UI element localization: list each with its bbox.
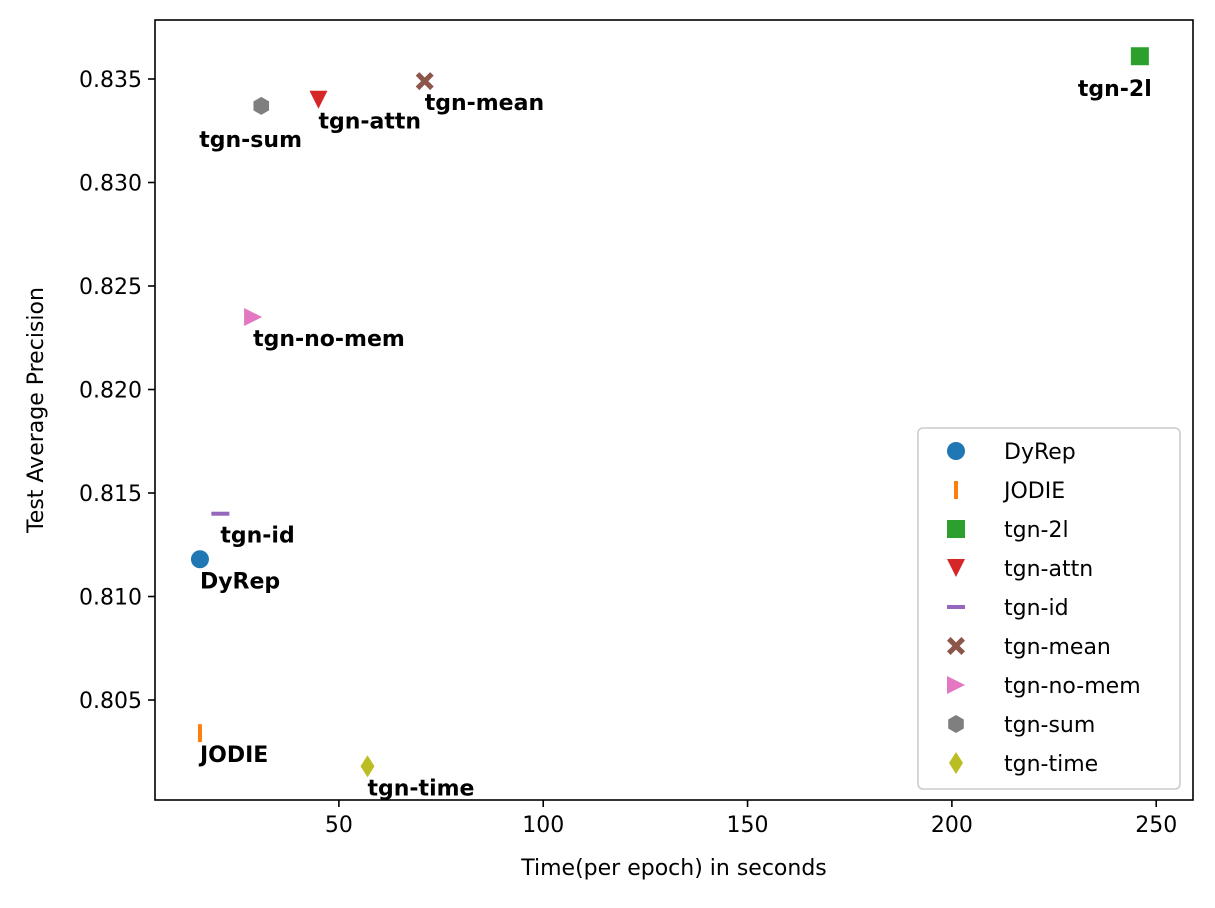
y-tick-label: 0.805 [79, 689, 142, 714]
legend-marker-tgn-sum [948, 715, 964, 733]
x-tick-label: 50 [325, 813, 353, 838]
y-axis-title: Test Average Precision [24, 287, 49, 534]
legend: DyRep JODIE tgn-2l tgn-attn tgn-id tgn-mean tg… [917, 427, 1181, 790]
x-axis-ticks: 50 100 150 200 250 [325, 800, 1177, 838]
x-tick-label: 100 [522, 813, 564, 838]
legend-label-tgn-sum: tgn-sum [1004, 713, 1095, 738]
point-label-DyRep: DyRep [200, 569, 280, 594]
y-tick-label: 0.810 [79, 586, 142, 611]
legend-label-tgn-mean: tgn-mean [1004, 635, 1111, 660]
point-label-tgn-id: tgn-id [220, 524, 294, 549]
y-tick-label: 0.815 [79, 482, 142, 507]
point-tgn-time [360, 755, 375, 778]
x-axis-title: Time(per epoch) in seconds [520, 856, 827, 881]
legend-marker-tgn-no-mem [947, 676, 965, 694]
point-tgn-attn [309, 90, 328, 109]
legend-label-tgn-no-mem: tgn-no-mem [1004, 674, 1141, 699]
point-DyRep [190, 550, 209, 569]
legend-marker-tgn-attn [947, 559, 965, 577]
legend-marker-tgn-2l [947, 520, 965, 538]
legend-marker-tgn-id [947, 605, 965, 609]
legend-label-tgn-id: tgn-id [1004, 596, 1069, 621]
point-tgn-sum [253, 96, 270, 115]
legend-marker-tgn-mean [947, 637, 965, 655]
data-points [190, 47, 1149, 778]
point-tgn-no-mem [244, 308, 263, 327]
y-tick-label: 0.830 [79, 172, 142, 197]
y-tick-label: 0.820 [79, 379, 142, 404]
legend-label-JODIE: JODIE [1002, 479, 1065, 504]
point-label-tgn-mean: tgn-mean [425, 91, 544, 116]
legend-label-tgn-attn: tgn-attn [1004, 557, 1093, 582]
point-tgn-id [211, 511, 230, 516]
legend-label-tgn-2l: tgn-2l [1004, 518, 1069, 543]
point-label-tgn-2l: tgn-2l [1078, 77, 1152, 102]
y-tick-label: 0.835 [79, 68, 142, 93]
legend-label-DyRep: DyRep [1004, 440, 1076, 465]
legend-box [917, 427, 1181, 790]
legend-marker-JODIE [954, 481, 958, 499]
plot-frame [154, 19, 1194, 801]
y-tick-label: 0.825 [79, 275, 142, 300]
point-label-tgn-sum: tgn-sum [199, 128, 302, 153]
x-tick-label: 150 [727, 813, 769, 838]
point-label-JODIE: JODIE [198, 743, 268, 768]
point-label-tgn-no-mem: tgn-no-mem [253, 327, 405, 352]
legend-marker-DyRep [947, 442, 965, 460]
y-axis-ticks: 0.805 0.810 0.815 0.820 0.825 0.830 0.835 [79, 68, 155, 714]
point-label-tgn-attn: tgn-attn [318, 110, 421, 135]
legend-marker-tgn-time [949, 752, 963, 774]
legend-label-tgn-time: tgn-time [1004, 752, 1098, 777]
point-label-tgn-time: tgn-time [368, 776, 475, 801]
x-tick-label: 200 [931, 813, 973, 838]
point-tgn-mean [415, 72, 434, 91]
point-tgn-2l [1130, 47, 1149, 66]
x-tick-label: 250 [1135, 813, 1177, 838]
point-JODIE [197, 724, 202, 743]
point-labels: DyRepJODIEtgn-2ltgn-attntgn-idtgn-meantg… [198, 77, 1152, 801]
